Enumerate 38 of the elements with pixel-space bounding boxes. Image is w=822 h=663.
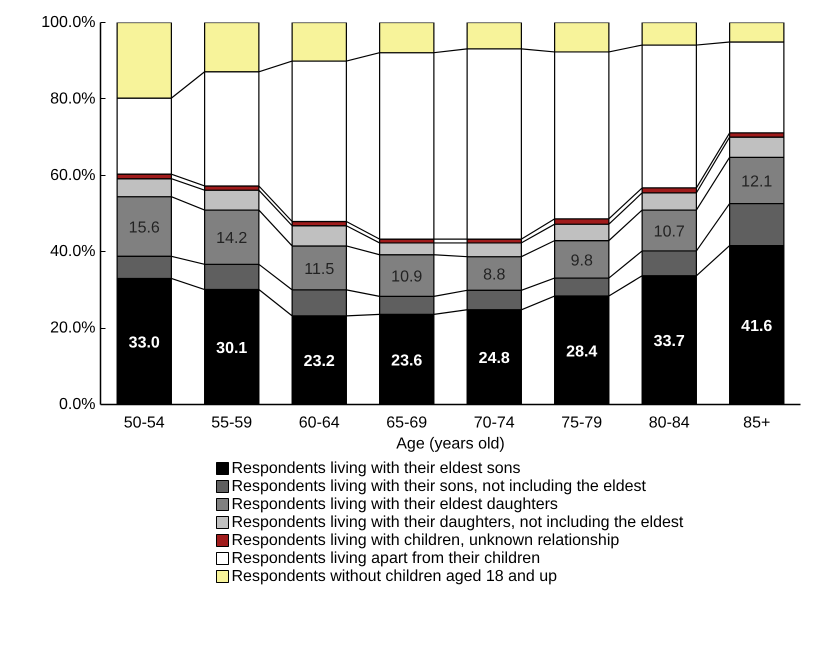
x-tick-label: 50-54	[124, 414, 165, 432]
data-label: 33.7	[654, 333, 685, 350]
data-label: 12.1	[741, 173, 772, 190]
x-axis-title: Age (years old)	[396, 436, 505, 452]
data-label: 33.0	[128, 334, 160, 352]
data-label: 10.7	[654, 224, 685, 240]
legend-label: Respondents living with their sons, not including the eldest	[232, 478, 647, 495]
legend-label: Respondents living with their daughters, not including the eldest	[232, 514, 684, 531]
x-tick-label: 75-79	[561, 414, 602, 432]
x-tick-label: 65-69	[386, 414, 428, 432]
data-label: 8.8	[483, 266, 506, 284]
y-tick-label: 100.0%	[41, 14, 96, 31]
x-tick-label: 55-59	[211, 414, 252, 432]
data-label: 9.8	[570, 252, 593, 270]
x-tick-label: 80-84	[648, 414, 690, 432]
y-tick-label: 20.0%	[50, 320, 96, 337]
y-tick-label: 60.0%	[50, 166, 96, 184]
data-label: 11.5	[304, 260, 334, 278]
x-tick-label: 85+	[743, 414, 770, 432]
data-label: 28.4	[566, 343, 598, 360]
data-label: 23.2	[304, 353, 335, 370]
data-label: 15.6	[128, 219, 160, 236]
data-label: 24.8	[478, 350, 510, 368]
data-label: 14.2	[216, 230, 248, 248]
y-tick-label: 40.0%	[50, 243, 96, 260]
legend-label: Respondents without children aged 18 and up	[232, 568, 558, 585]
legend-label: Respondents living apart from their children	[232, 550, 540, 567]
x-tick-label: 70-74	[474, 414, 515, 432]
data-label: 41.6	[741, 318, 772, 336]
x-tick-label: 60-64	[298, 414, 340, 432]
data-label: 23.6	[391, 352, 422, 370]
legend-label: Respondents living with children, unknown relationship	[232, 532, 620, 549]
y-tick-label: 80.0%	[50, 90, 96, 108]
y-tick-label: 0.0%	[59, 396, 96, 413]
legend-label: Respondents living with their eldest sons	[232, 460, 521, 477]
data-label: 30.1	[216, 340, 248, 358]
data-label: 10.9	[391, 268, 422, 286]
legend-label: Respondents living with their eldest daughters	[232, 496, 558, 513]
